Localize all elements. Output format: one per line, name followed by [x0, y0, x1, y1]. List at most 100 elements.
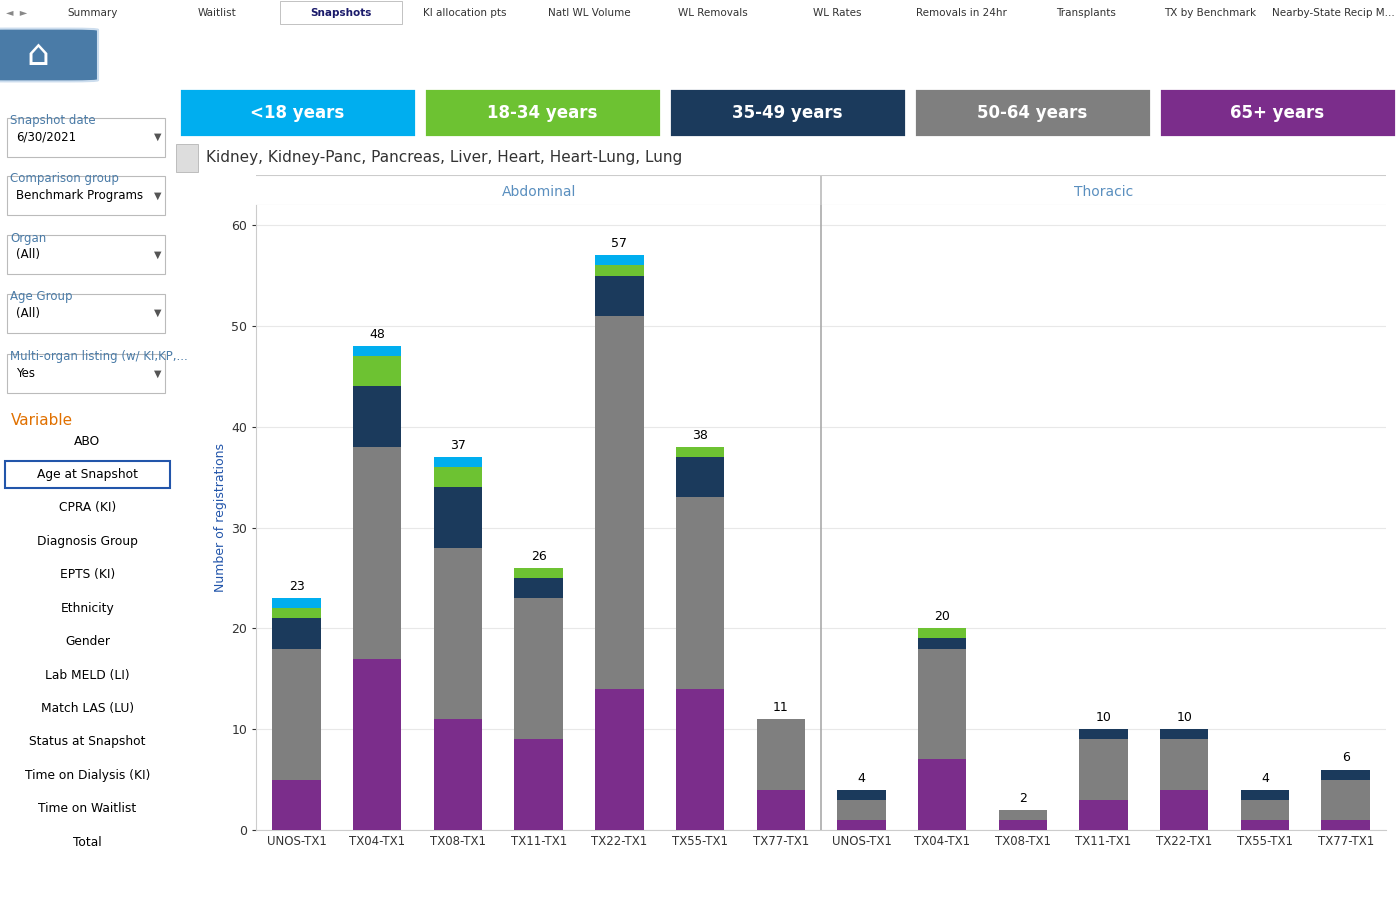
FancyBboxPatch shape	[0, 29, 98, 81]
Bar	[1240, 820, 1289, 830]
Bar	[514, 739, 563, 830]
Text: 50-64 years: 50-64 years	[977, 104, 1088, 122]
Text: Match LAS (LU): Match LAS (LU)	[41, 702, 134, 715]
Text: ▼: ▼	[154, 191, 161, 201]
Text: Total: Total	[73, 835, 102, 849]
Text: ▼: ▼	[154, 132, 161, 142]
Bar	[1079, 739, 1128, 800]
Bar	[1322, 779, 1369, 820]
Text: 20: 20	[934, 610, 951, 624]
Text: (All): (All)	[15, 248, 39, 261]
Text: ABO: ABO	[74, 435, 101, 447]
Bar	[837, 820, 886, 830]
FancyBboxPatch shape	[7, 354, 165, 393]
Bar	[514, 598, 563, 739]
Text: 2: 2	[1019, 792, 1026, 805]
Bar	[1161, 739, 1208, 789]
FancyBboxPatch shape	[1159, 88, 1396, 137]
Bar	[434, 548, 482, 719]
Text: 11: 11	[773, 701, 788, 714]
Text: KI allocation pts: KI allocation pts	[423, 7, 507, 17]
Text: 65+ years: 65+ years	[1231, 104, 1324, 122]
Text: 6: 6	[1341, 752, 1350, 764]
Text: Thoracic: Thoracic	[1074, 184, 1133, 199]
Text: Age Group: Age Group	[11, 291, 73, 303]
Text: ▼: ▼	[154, 308, 161, 319]
Text: WL Removals: WL Removals	[679, 7, 748, 17]
Text: Summary: Summary	[67, 7, 118, 17]
Text: ⌂: ⌂	[27, 38, 49, 72]
Text: 37: 37	[449, 439, 466, 452]
Bar	[756, 719, 805, 789]
FancyBboxPatch shape	[669, 88, 906, 137]
Bar	[1079, 800, 1128, 830]
Text: Snapshots: Snapshots	[311, 7, 372, 17]
Text: 57: 57	[612, 238, 627, 250]
Text: Age at Snapshot: Age at Snapshot	[36, 468, 139, 482]
Text: Gender: Gender	[64, 635, 111, 648]
Text: 4: 4	[1261, 771, 1268, 785]
FancyBboxPatch shape	[7, 293, 165, 333]
Text: Lab MELD (LI): Lab MELD (LI)	[45, 669, 130, 681]
Bar	[676, 457, 724, 498]
Bar	[998, 820, 1047, 830]
Text: 6/30/2021: 6/30/2021	[15, 130, 76, 144]
Bar	[273, 608, 321, 618]
Bar	[1079, 729, 1128, 739]
Bar	[998, 810, 1047, 820]
Bar	[353, 386, 402, 447]
Bar	[595, 266, 644, 275]
FancyBboxPatch shape	[7, 118, 165, 157]
Bar	[353, 447, 402, 659]
Text: Multi-organ listing (w/ KI,KP,...: Multi-organ listing (w/ KI,KP,...	[11, 350, 188, 363]
Text: ▼: ▼	[154, 249, 161, 259]
Bar	[1161, 729, 1208, 739]
Text: Diagnosis Group: Diagnosis Group	[36, 535, 139, 548]
Bar	[1161, 789, 1208, 830]
Bar	[676, 688, 724, 830]
FancyBboxPatch shape	[914, 88, 1151, 137]
Text: Ethnicity: Ethnicity	[60, 602, 115, 615]
Text: 26: 26	[531, 550, 546, 562]
Bar	[918, 649, 966, 760]
Bar	[273, 598, 321, 608]
FancyBboxPatch shape	[7, 176, 165, 215]
Bar	[434, 457, 482, 467]
Bar	[918, 638, 966, 649]
Text: Waitlist Snapshots: Waitlist Snapshots	[560, 40, 840, 69]
Text: 48: 48	[370, 328, 385, 341]
FancyBboxPatch shape	[7, 235, 165, 274]
Text: Waitlist: Waitlist	[197, 7, 237, 17]
Bar	[273, 649, 321, 779]
Text: 10: 10	[1096, 711, 1112, 724]
FancyBboxPatch shape	[176, 143, 199, 172]
Text: 10: 10	[1176, 711, 1193, 724]
Text: (All): (All)	[15, 307, 39, 320]
FancyBboxPatch shape	[179, 88, 416, 137]
Bar	[434, 467, 482, 487]
Text: Transplants: Transplants	[1056, 7, 1116, 17]
Bar	[595, 256, 644, 266]
Bar	[514, 578, 563, 599]
Text: TX by Benchmark: TX by Benchmark	[1163, 7, 1256, 17]
Text: Comparison group: Comparison group	[11, 172, 119, 185]
Text: 18-34 years: 18-34 years	[487, 104, 598, 122]
Bar	[676, 498, 724, 688]
Text: Status at Snapshot: Status at Snapshot	[29, 735, 146, 749]
Bar	[1322, 770, 1369, 779]
Bar	[595, 316, 644, 688]
Text: Benchmark Programs: Benchmark Programs	[15, 189, 143, 202]
Text: Natl WL Volume: Natl WL Volume	[547, 7, 630, 17]
Bar	[595, 275, 644, 316]
Text: Kidney, Kidney-Panc, Pancreas, Liver, Heart, Heart-Lung, Lung: Kidney, Kidney-Panc, Pancreas, Liver, He…	[206, 150, 682, 165]
Text: CPRA (KI): CPRA (KI)	[59, 501, 116, 515]
Bar	[353, 346, 402, 356]
Bar	[434, 487, 482, 548]
Text: Organ: Organ	[11, 231, 46, 245]
Text: 4: 4	[858, 771, 865, 785]
Bar	[514, 568, 563, 578]
Text: Removals in 24hr: Removals in 24hr	[916, 7, 1007, 17]
Text: Time on Dialysis (KI): Time on Dialysis (KI)	[25, 769, 150, 782]
Text: EPTS (KI): EPTS (KI)	[60, 568, 115, 581]
Text: Variable: Variable	[11, 412, 73, 427]
